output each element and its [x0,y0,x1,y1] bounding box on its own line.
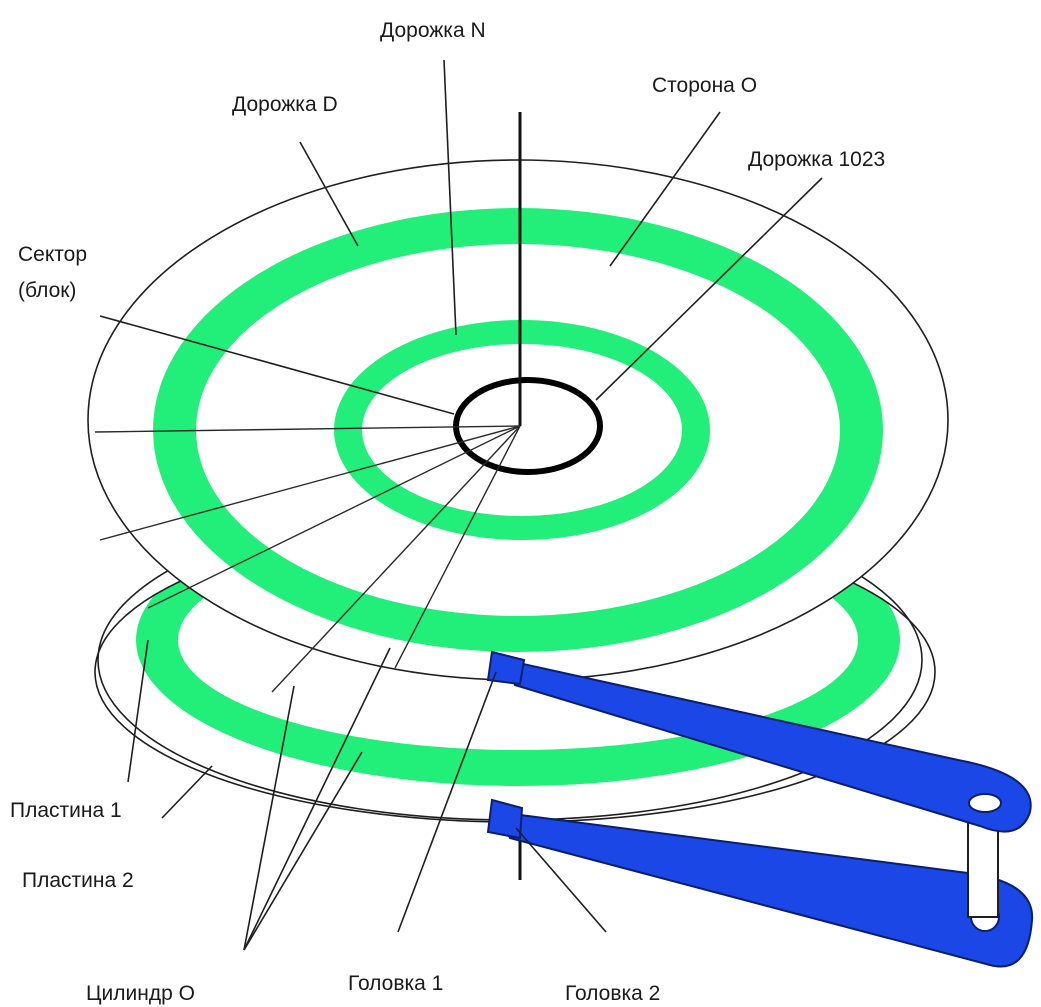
platter-1 [87,159,949,681]
head-arm-1 [486,650,1032,833]
spindle-hole [453,377,603,475]
label-platter-2: Пластина 2 [22,869,134,892]
label-head-1: Головка 1 [348,972,443,995]
label-track-n: Дорожка N [380,19,486,42]
label-platter-1: Пластина 1 [10,799,122,822]
label-head-2: Головка 2 [565,982,660,1005]
label-side-0: Сторона О [652,74,757,97]
label-sector-line1: Сектор [18,243,87,266]
labels: Дорожка N Сторона О Дорожка D Дорожка 10… [10,19,885,1005]
label-cylinder-0: Цилиндр О [86,982,195,1005]
sector-lines [94,425,521,693]
leader-lines [99,59,823,951]
label-track-d: Дорожка D [232,93,338,116]
head-arm-2 [486,798,1034,968]
label-sector-line2: (блок) [18,279,76,302]
label-track-1023: Дорожка 1023 [748,148,885,171]
